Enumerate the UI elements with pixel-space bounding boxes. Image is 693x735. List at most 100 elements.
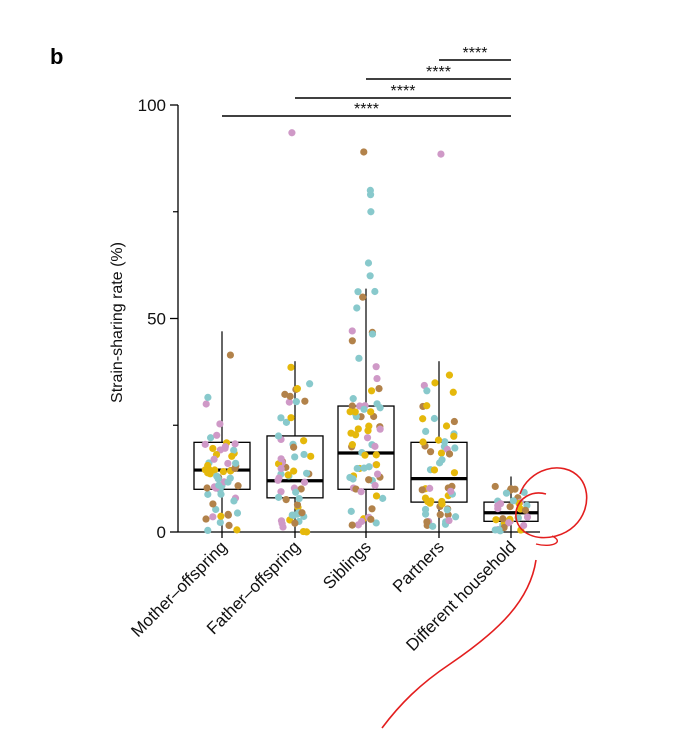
data-point: [445, 371, 454, 379]
data-point: [234, 482, 242, 490]
significance-brackets: **** **** **** ****: [222, 45, 511, 118]
data-point: [282, 418, 291, 426]
y-tick-label: 100: [138, 96, 166, 115]
data-point: [216, 420, 224, 428]
data-point: [445, 516, 453, 525]
data-point: [209, 500, 217, 508]
data-point: [301, 397, 309, 405]
data-point: [209, 444, 217, 453]
data-point: [442, 422, 451, 430]
data-point: [354, 288, 362, 296]
outlier-point: [364, 259, 373, 267]
data-point: [375, 385, 383, 393]
data-point: [349, 395, 357, 403]
data-point: [346, 473, 354, 482]
y-tick-label: 50: [147, 310, 166, 329]
data-point: [348, 441, 356, 449]
data-point: [445, 450, 454, 458]
data-point: [451, 444, 459, 452]
data-point: [363, 434, 372, 442]
data-point: [293, 501, 302, 509]
data-point: [277, 464, 285, 473]
data-point: [293, 385, 301, 393]
data-point: [205, 465, 213, 474]
data-point: [431, 379, 439, 387]
data-point: [224, 511, 232, 519]
data-point: [204, 490, 212, 498]
data-point: [221, 443, 229, 451]
data-point: [204, 526, 212, 535]
red-circle-stroke: [515, 467, 588, 539]
data-point: [505, 519, 513, 527]
data-point: [499, 515, 507, 523]
red-circle-annotation: [381, 467, 588, 729]
data-point: [202, 400, 210, 408]
significance-label: ****: [463, 45, 488, 62]
data-point: [290, 467, 298, 475]
data-point: [302, 469, 311, 477]
data-point: [354, 425, 362, 433]
data-point: [372, 451, 380, 459]
data-point: [438, 456, 446, 464]
data-point: [359, 293, 367, 301]
data-point: [523, 513, 532, 521]
data-point: [438, 500, 446, 508]
data-point: [451, 513, 460, 521]
box: [266, 435, 324, 499]
data-point: [298, 509, 306, 517]
data-point: [360, 405, 368, 413]
data-point: [215, 481, 223, 489]
data-point: [495, 526, 503, 534]
data-point: [288, 511, 296, 519]
data-point: [376, 425, 384, 433]
data-point: [351, 408, 359, 416]
data-point: [360, 464, 368, 472]
data-point: [379, 494, 387, 502]
data-point: [224, 478, 232, 486]
data-point: [347, 429, 355, 437]
data-point: [494, 505, 502, 513]
data-point: [492, 516, 500, 524]
data-point: [353, 464, 361, 473]
data-point: [201, 440, 209, 448]
data-point: [509, 497, 517, 505]
x-tick-label: Partners: [389, 537, 448, 596]
significance-label: ****: [426, 64, 451, 81]
data-point: [372, 461, 381, 469]
data-points: [201, 129, 532, 536]
data-point: [424, 497, 432, 506]
data-point: [357, 488, 365, 496]
data-point: [297, 485, 305, 493]
data-point: [434, 436, 443, 444]
data-point: [348, 402, 356, 410]
data-point: [367, 387, 376, 395]
data-point: [419, 415, 427, 423]
data-point: [367, 408, 375, 416]
data-point: [421, 510, 430, 518]
data-point: [429, 522, 437, 530]
data-point: [346, 408, 354, 416]
data-point: [422, 427, 430, 436]
data-point: [209, 513, 217, 521]
data-point: [274, 432, 283, 440]
data-point: [281, 390, 289, 398]
data-point: [299, 527, 307, 536]
data-point: [450, 417, 458, 426]
data-point: [372, 492, 381, 500]
outlier-point: [366, 191, 375, 199]
data-point: [443, 506, 451, 514]
data-point: [277, 455, 285, 463]
axes: Strain-sharing rate (%) 0 50 100: [109, 96, 540, 542]
data-point: [295, 494, 303, 503]
data-point: [368, 505, 376, 513]
data-point: [520, 488, 528, 496]
data-point: [361, 451, 369, 459]
data-point: [372, 519, 380, 527]
data-point: [373, 470, 382, 478]
panel-label: b: [50, 44, 64, 69]
data-point: [423, 387, 431, 395]
data-point: [450, 432, 458, 440]
data-point: [277, 517, 286, 525]
